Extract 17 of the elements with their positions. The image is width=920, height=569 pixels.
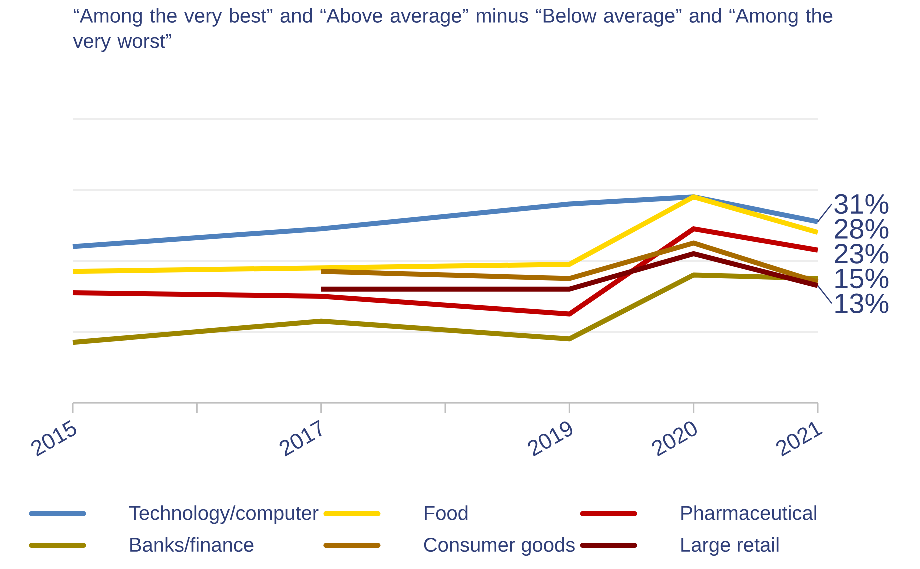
x-tick-label: 2015 [32, 420, 77, 457]
legend-label: Banks/finance [130, 537, 254, 552]
x-tick-label: 2019 [528, 422, 573, 457]
data-label: 23% [835, 244, 889, 264]
legend-label: Pharmaceutical [682, 506, 816, 520]
legend-label: Consumer goods [424, 537, 575, 556]
data-label: 28% [835, 219, 889, 239]
legend-label: Technology/computer [129, 506, 319, 524]
chart-title: “Among the very best” and “Above average” minus “Below average” and “Among the very worst” [73, 8, 833, 52]
data-label: 31% [834, 194, 889, 214]
x-tick-label: 2017 [280, 420, 322, 457]
legend-label: Food [425, 506, 468, 520]
data-label: 15% [836, 268, 889, 289]
data-label: 13% [836, 294, 889, 314]
x-tick-label: 2021 [776, 422, 824, 457]
legend-label: Large retail [682, 537, 779, 556]
x-tick-label: 2020 [652, 422, 697, 457]
